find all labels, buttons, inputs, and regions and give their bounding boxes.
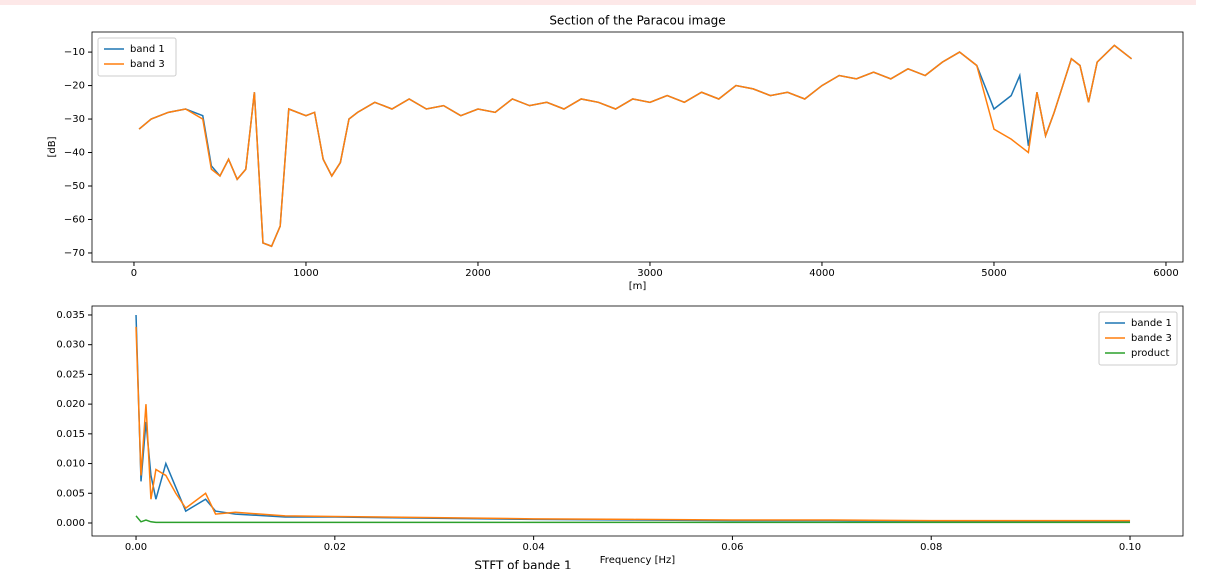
x-tick-label: 2000: [465, 268, 490, 279]
series-line: [138, 44, 1133, 248]
x-tick-label: 4000: [809, 268, 834, 279]
axes-frame: [91, 31, 1184, 263]
x-tick-label: 0.10: [1119, 542, 1141, 553]
y-tick-label: −60: [64, 214, 85, 225]
series-line: [135, 515, 1131, 524]
cell-strip: [0, 0, 1196, 5]
y-tick-label: 0.025: [56, 369, 85, 380]
y-tick-label: 0.000: [56, 518, 85, 529]
y-tick-label: 0.030: [56, 340, 85, 351]
y-tick-label: 0.035: [56, 310, 85, 321]
next-title: STFT of bande 1: [474, 559, 571, 570]
x-tick-label: 0.00: [125, 542, 147, 553]
legend-label: bande 1: [1131, 318, 1172, 329]
legend-label: bande 3: [1131, 333, 1172, 344]
y-tick-label: 0.010: [56, 459, 85, 470]
x-tick-label: 0: [131, 268, 137, 279]
y-tick-label: 0.020: [56, 399, 85, 410]
axes-frame: [91, 305, 1184, 537]
series-line: [135, 326, 1131, 522]
y-tick-label: 0.005: [56, 488, 85, 499]
series-line: [138, 44, 1133, 248]
y-axis-label: [dB]: [47, 136, 58, 157]
y-tick-label: 0.015: [56, 429, 85, 440]
y-tick-label: −40: [64, 148, 85, 159]
x-axis-label: [m]: [629, 281, 647, 292]
y-tick-label: −50: [64, 181, 85, 192]
y-tick-label: −10: [64, 47, 85, 58]
y-tick-label: −70: [64, 248, 85, 259]
x-tick-label: 1000: [293, 268, 318, 279]
x-tick-label: 0.02: [324, 542, 346, 553]
x-tick-label: 0.06: [721, 542, 743, 553]
x-tick-label: 3000: [637, 268, 662, 279]
legend-box: [97, 37, 177, 77]
legend-box: [1098, 311, 1178, 366]
legend-label: band 3: [130, 59, 165, 70]
series-line: [135, 314, 1131, 522]
x-tick-label: 5000: [981, 268, 1006, 279]
x-axis-label: Frequency [Hz]: [600, 555, 676, 566]
y-tick-label: −30: [64, 114, 85, 125]
x-tick-label: 0.04: [522, 542, 544, 553]
legend-label: product: [1131, 348, 1170, 359]
legend-label: band 1: [130, 44, 165, 55]
x-tick-label: 6000: [1153, 268, 1178, 279]
chart-title: Section of the Paracou image: [549, 14, 725, 28]
x-tick-label: 0.08: [920, 542, 942, 553]
y-tick-label: −20: [64, 81, 85, 92]
